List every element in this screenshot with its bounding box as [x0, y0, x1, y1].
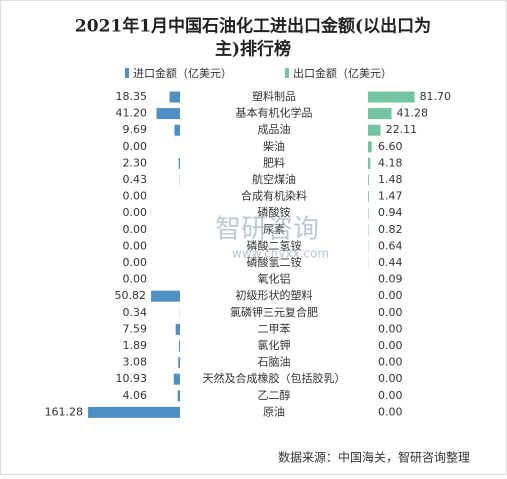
- value-label: 2.30: [123, 156, 148, 169]
- import-bar: [174, 374, 180, 385]
- value-label: 22.11: [386, 123, 418, 136]
- value-label: 1.89: [123, 339, 148, 352]
- import-bar: [179, 341, 180, 352]
- export-bar: [368, 125, 381, 136]
- value-label: 0.00: [123, 273, 148, 286]
- value-label: 0.00: [378, 306, 403, 319]
- import-bar: [157, 108, 180, 119]
- category-label: 基本有机化学品: [236, 106, 313, 120]
- category-label: 塑料制品: [252, 89, 296, 103]
- category-label: 乙二醇: [258, 388, 291, 402]
- value-label: 0.43: [123, 173, 148, 186]
- category-label: 二甲苯: [258, 321, 291, 335]
- import-bar: [178, 390, 180, 401]
- value-label: 41.28: [397, 107, 429, 120]
- watermark: www.chyxx.com: [232, 247, 329, 261]
- value-label: 41.20: [116, 107, 148, 120]
- value-label: 0.09: [378, 273, 403, 286]
- value-label: 9.69: [123, 123, 148, 136]
- category-label: 氯磷钾三元复合肥: [230, 305, 318, 319]
- category-label: 石脑油: [258, 355, 291, 369]
- export-bar: [368, 208, 369, 219]
- legend-label: 出口金额（亿美元）: [293, 66, 392, 80]
- chart-title: 2021年1月中国石油化工进出口金额(以出口为: [75, 16, 431, 37]
- value-label: 0.00: [123, 206, 148, 219]
- value-label: 0.00: [378, 322, 403, 335]
- export-bar: [368, 141, 372, 152]
- value-label: 6.60: [378, 140, 403, 153]
- value-label: 10.93: [116, 372, 148, 385]
- value-label: 0.82: [378, 223, 403, 236]
- value-label: 0.00: [378, 289, 403, 302]
- legend-swatch: [285, 68, 289, 78]
- category-label: 柴油: [263, 139, 285, 153]
- import-bar: [176, 324, 180, 335]
- category-label: 氯化钾: [258, 338, 291, 352]
- export-bar: [368, 108, 392, 119]
- import-bar: [178, 357, 180, 368]
- value-label: 3.08: [123, 356, 148, 369]
- category-label: 肥料: [263, 155, 285, 169]
- value-label: 18.35: [116, 90, 148, 103]
- value-label: 0.00: [123, 239, 148, 252]
- export-bar: [368, 92, 415, 103]
- category-label: 氧化铝: [258, 272, 291, 286]
- import-bar: [170, 92, 180, 103]
- value-label: 0.00: [378, 356, 403, 369]
- value-label: 0.00: [123, 223, 148, 236]
- category-label: 初级形状的塑料: [236, 288, 313, 302]
- value-label: 50.82: [115, 289, 147, 302]
- category-label: 合成有机染料: [241, 189, 307, 203]
- chart-title: 主)排行榜: [215, 39, 291, 60]
- value-label: 4.06: [123, 389, 148, 402]
- category-label: 成品油: [258, 122, 291, 136]
- export-bar: [368, 191, 369, 202]
- value-label: 161.28: [45, 405, 84, 418]
- export-bar: [368, 158, 370, 169]
- category-label: 天然及合成橡胶（包括胶乳）: [203, 371, 346, 385]
- value-label: 4.18: [378, 156, 403, 169]
- value-label: 0.94: [378, 206, 403, 219]
- value-label: 0.34: [123, 306, 148, 319]
- value-label: 0.64: [378, 239, 403, 252]
- export-bar: [368, 175, 369, 186]
- value-label: 0.00: [378, 339, 403, 352]
- source: 数据来源：中国海关，智研咨询整理: [278, 450, 470, 465]
- legend-swatch: [125, 68, 129, 78]
- value-label: 0.00: [378, 405, 403, 418]
- category-label: 原油: [263, 404, 285, 418]
- value-label: 1.48: [378, 173, 403, 186]
- value-label: 0.00: [123, 190, 148, 203]
- import-bar: [174, 125, 180, 136]
- watermark: 智研咨询: [215, 215, 319, 245]
- value-label: 1.47: [378, 190, 403, 203]
- value-label: 0.00: [123, 256, 148, 269]
- value-label: 0.00: [123, 140, 148, 153]
- import-bar: [179, 158, 180, 169]
- value-label: 81.70: [420, 90, 452, 103]
- category-label: 航空煤油: [252, 172, 296, 186]
- value-label: 0.00: [378, 372, 403, 385]
- legend-label: 进口金额（亿美元）: [133, 66, 232, 80]
- value-label: 7.59: [123, 322, 148, 335]
- value-label: 0.00: [378, 389, 403, 402]
- import-bar: [88, 407, 180, 418]
- value-label: 0.44: [378, 256, 403, 269]
- import-bar: [151, 291, 180, 302]
